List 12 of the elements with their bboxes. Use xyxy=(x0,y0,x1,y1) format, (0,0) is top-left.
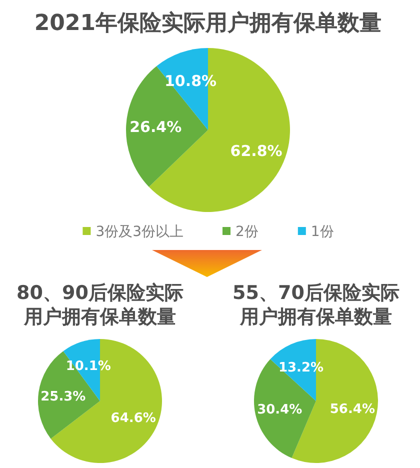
data-label: 64.6% xyxy=(110,411,156,426)
legend-label: 1份 xyxy=(310,224,334,240)
chart-title: 2021年保险实际用户拥有保单数量 xyxy=(34,10,382,36)
data-label: 56.4% xyxy=(330,402,376,417)
data-label: 30.4% xyxy=(257,402,302,418)
legend-label: 2份 xyxy=(236,224,258,240)
data-label: 62.8% xyxy=(230,142,282,160)
chart-title: 55、70后保险实际用户拥有保单数量 xyxy=(232,282,400,328)
data-label: 25.3% xyxy=(40,389,86,404)
chart-title: 80、90后保险实际用户拥有保单数量 xyxy=(16,282,184,328)
data-label: 26.4% xyxy=(130,118,182,136)
legend-label: 3份及3份以上 xyxy=(96,224,184,240)
